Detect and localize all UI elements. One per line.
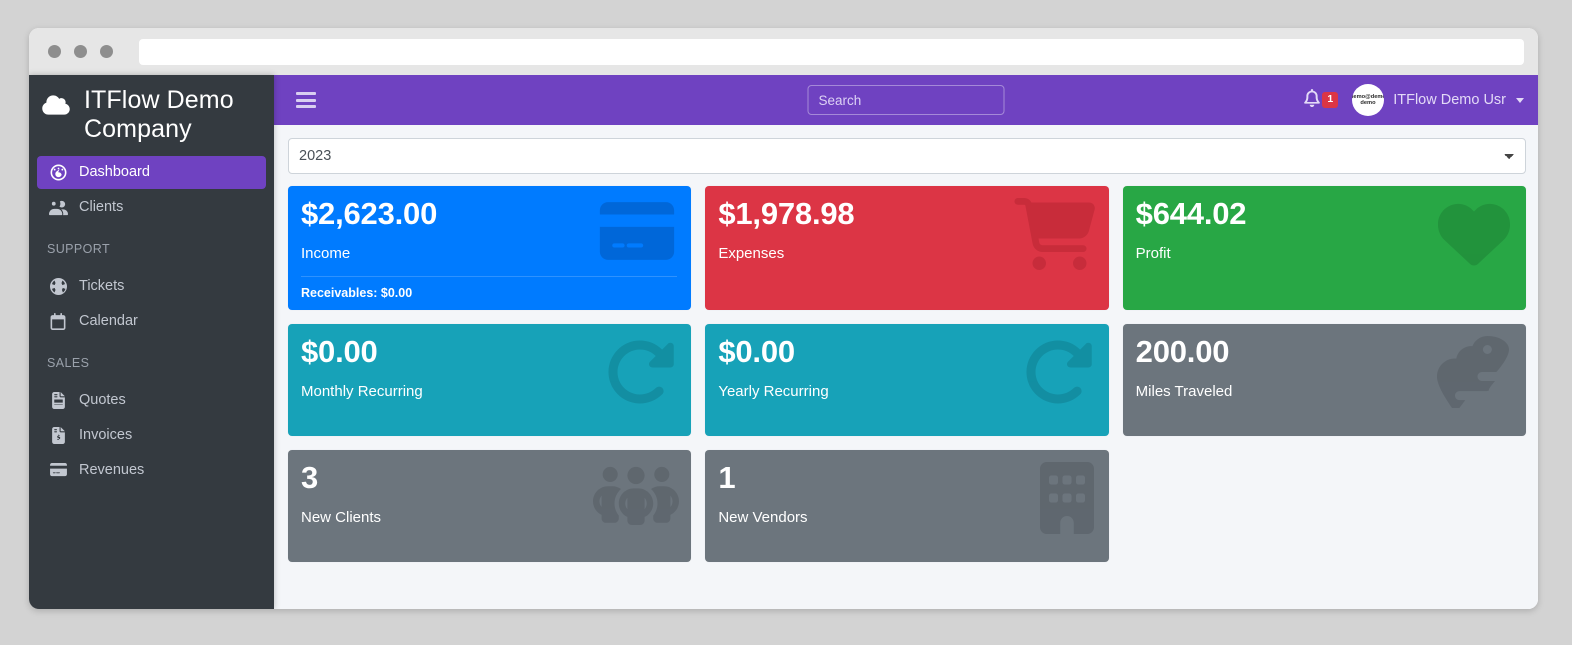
stat-label: Yearly Recurring <box>718 383 829 401</box>
sidebar-group-header-support: SUPPORT <box>47 241 110 256</box>
address-bar[interactable] <box>139 38 1524 65</box>
content-wrapper: 1 demo@demo demo ITFlow Demo Usr 2023 <box>274 75 1538 609</box>
sidebar-item-label: Revenues <box>79 461 145 478</box>
sidebar-item-label: Dashboard <box>79 164 150 180</box>
bell-icon <box>1304 88 1321 112</box>
stat-value: $644.02 <box>1135 196 1247 231</box>
minimize-window-dot[interactable] <box>74 45 87 58</box>
stat-label: Income <box>301 245 351 263</box>
sidebar-item-revenues[interactable]: Revenues <box>37 454 266 486</box>
credit-card-icon <box>47 462 69 477</box>
brand[interactable]: ITFlow Demo Company <box>29 75 274 150</box>
sidebar-item-label: Calendar <box>79 313 138 329</box>
lifering-icon <box>47 277 69 295</box>
browser-chrome <box>29 28 1538 75</box>
sidebar: ITFlow Demo Company Dashboard <box>29 75 274 609</box>
stat-value: 200.00 <box>1135 334 1230 370</box>
stat-label: New Vendors <box>718 509 808 527</box>
topbar: 1 demo@demo demo ITFlow Demo Usr <box>274 75 1538 125</box>
file-invoice-icon <box>47 391 69 409</box>
notification-count-badge: 1 <box>1322 92 1339 108</box>
stat-value: $0.00 <box>718 334 795 370</box>
sidebar-nav-support: Tickets Calendar <box>29 264 274 338</box>
sidebar-group-header-sales: SALES <box>47 355 90 370</box>
window-controls[interactable] <box>45 45 113 58</box>
sidebar-item-label: Clients <box>79 199 124 215</box>
avatar-line-1: demo@demo <box>1352 94 1385 100</box>
stat-label: Monthly Recurring <box>301 383 423 401</box>
sidebar-item-quotes[interactable]: Quotes <box>37 384 266 417</box>
search-form <box>807 85 1005 115</box>
sidebar-nav-primary: Dashboard Clients <box>29 150 274 224</box>
brand-title: ITFlow Demo Company <box>84 86 234 143</box>
stat-card-expenses[interactable]: $1,978.98 Expenses <box>705 186 1109 311</box>
topbar-right: 1 demo@demo demo ITFlow Demo Usr <box>1304 84 1524 116</box>
users-icon <box>47 199 69 216</box>
maximize-window-dot[interactable] <box>100 45 113 58</box>
main-content: 2023 $2,623.00 Income Receivables: $0.00 <box>274 125 1538 609</box>
stat-label: Miles Traveled <box>1135 383 1233 401</box>
stat-label: New Clients <box>301 509 382 527</box>
user-menu[interactable]: demo@demo demo ITFlow Demo Usr <box>1352 84 1524 116</box>
stat-footer: Receivables: $0.00 <box>301 276 678 300</box>
sidebar-item-calendar[interactable]: Calendar <box>37 305 266 338</box>
sidebar-item-tickets[interactable]: Tickets <box>37 270 266 303</box>
notifications-button[interactable]: 1 <box>1304 88 1339 112</box>
stat-card-monthly-recurring[interactable]: $0.00 Monthly Recurring <box>288 324 692 437</box>
stat-value: 1 <box>718 460 736 496</box>
hamburger-icon[interactable] <box>296 92 316 108</box>
gauge-icon <box>47 164 69 181</box>
avatar: demo@demo demo <box>1352 84 1385 116</box>
calendar-icon <box>47 312 69 330</box>
sidebar-item-label: Quotes <box>79 392 126 408</box>
stat-card-miles-traveled[interactable]: 200.00 Miles Traveled <box>1122 324 1526 437</box>
stat-card-income[interactable]: $2,623.00 Income Receivables: $0.00 <box>288 186 692 311</box>
sidebar-item-dashboard[interactable]: Dashboard <box>37 155 266 189</box>
search-input[interactable] <box>808 86 1004 114</box>
stat-value: 3 <box>301 460 319 496</box>
stat-label: Expenses <box>718 245 785 263</box>
app-shell: ITFlow Demo Company Dashboard <box>29 75 1538 609</box>
sidebar-item-label: Invoices <box>79 427 133 443</box>
chevron-down-icon <box>1516 97 1524 103</box>
close-window-dot[interactable] <box>48 45 61 58</box>
file-dollar-icon <box>47 426 69 444</box>
cloud-icon <box>39 94 73 121</box>
stat-card-grid: $2,623.00 Income Receivables: $0.00 $1,9… <box>288 186 1526 563</box>
stat-card-new-vendors[interactable]: 1 New Vendors <box>705 450 1109 563</box>
sidebar-nav-sales: Quotes Invoices Re <box>29 378 274 486</box>
stat-value: $0.00 <box>301 334 378 370</box>
stat-card-yearly-recurring[interactable]: $0.00 Yearly Recurring <box>705 324 1109 437</box>
sidebar-item-invoices[interactable]: Invoices <box>37 419 266 452</box>
sidebar-item-clients[interactable]: Clients <box>37 191 266 224</box>
browser-window: ITFlow Demo Company Dashboard <box>29 28 1538 609</box>
user-name-label: ITFlow Demo Usr <box>1393 92 1506 108</box>
avatar-line-2: demo <box>1360 100 1376 106</box>
stat-card-new-clients[interactable]: 3 New Clients <box>288 450 692 563</box>
sidebar-item-label: Tickets <box>79 278 125 294</box>
stat-value: $2,623.00 <box>301 196 438 231</box>
stat-card-profit[interactable]: $644.02 Profit <box>1122 186 1526 311</box>
stat-value: $1,978.98 <box>718 196 855 231</box>
stat-label: Profit <box>1135 245 1171 263</box>
year-filter-select[interactable]: 2023 <box>288 138 1526 174</box>
